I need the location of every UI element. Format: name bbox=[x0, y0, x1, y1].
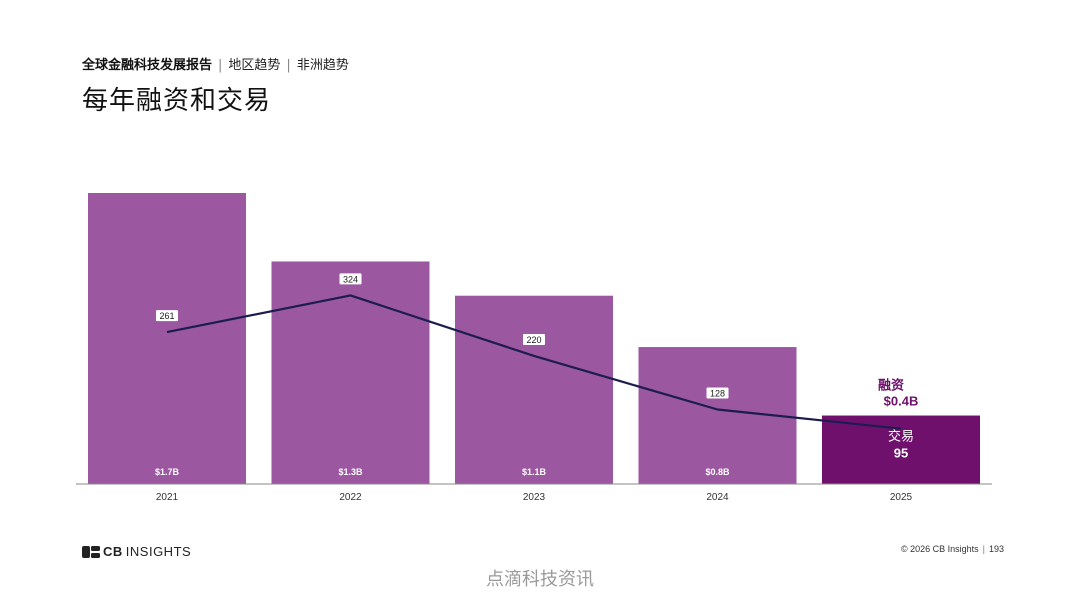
logo-brand-prefix: CB bbox=[103, 544, 123, 559]
breadcrumb-subsection: 非洲趋势 bbox=[296, 58, 349, 73]
cb-logo-icon bbox=[82, 545, 100, 558]
funding-bar bbox=[271, 261, 430, 484]
deals-label-badge bbox=[339, 273, 362, 285]
highlight-funding-name: 融资 bbox=[878, 378, 904, 394]
deals-label-badge bbox=[156, 310, 178, 322]
funding-value-label: $1.3B bbox=[338, 467, 363, 477]
deals-line bbox=[166, 294, 902, 430]
funding-value-label: $1.1B bbox=[522, 467, 547, 477]
breadcrumb-section: 地区趋势 bbox=[228, 58, 281, 73]
x-tick-label: 2021 bbox=[156, 492, 179, 503]
highlight-funding-value: $0.4B bbox=[884, 394, 919, 409]
highlight-deals-name: 交易 bbox=[888, 429, 914, 445]
footer-separator: | bbox=[982, 544, 985, 554]
page-number: 193 bbox=[988, 544, 1004, 554]
breadcrumb-separator: | bbox=[286, 58, 291, 73]
deals-label-badge bbox=[523, 333, 545, 345]
footer-meta: © 2026 CB Insights | 193 bbox=[901, 544, 1004, 554]
page-title: 每年融资和交易 bbox=[82, 86, 272, 116]
deals-value-label: 128 bbox=[710, 389, 725, 399]
funding-deals-chart: $1.7B 2021 $1.3B 2022 $1.1B 2023 $0.8B 2024 2025… bbox=[76, 193, 992, 503]
funding-value-label: $0.8B bbox=[705, 467, 730, 477]
report-title: 全球金融科技发展报告 bbox=[82, 58, 213, 73]
logo-brand-name: INSIGHTS bbox=[125, 544, 192, 559]
funding-bar bbox=[455, 295, 613, 484]
x-tick-label: 2025 bbox=[890, 492, 913, 503]
deals-value-label: 324 bbox=[343, 274, 358, 284]
x-tick-label: 2024 bbox=[706, 492, 729, 503]
breadcrumb: 全球金融科技发展报告 | 地区趋势 | 非洲趋势 bbox=[82, 54, 349, 73]
copyright-text: © 2026 CB Insights bbox=[900, 544, 979, 554]
breadcrumb-separator: | bbox=[218, 58, 223, 73]
deals-value-label: 261 bbox=[159, 311, 174, 321]
x-tick-label: 2023 bbox=[523, 492, 546, 503]
cb-insights-logo: CB INSIGHTS bbox=[82, 544, 191, 559]
funding-value-label: $1.7B bbox=[155, 467, 180, 477]
deals-label-badge bbox=[706, 387, 729, 399]
deals-value-label: 220 bbox=[526, 335, 541, 345]
watermark-text: 点滴科技资讯 bbox=[486, 569, 594, 590]
funding-bar bbox=[822, 415, 980, 484]
funding-bar bbox=[88, 193, 246, 484]
highlight-deals-value: 95 bbox=[894, 446, 908, 461]
x-tick-label: 2022 bbox=[339, 492, 362, 503]
